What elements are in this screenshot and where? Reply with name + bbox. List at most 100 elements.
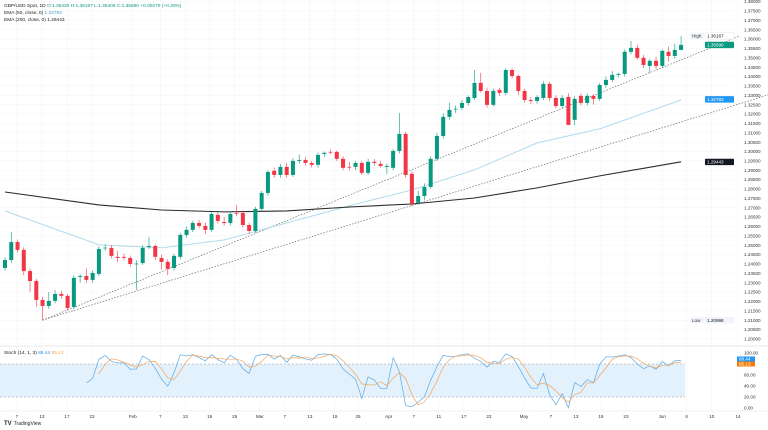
candle-up [441, 113, 446, 139]
chart-legend: GBP/USD Spot, 1D O:1.35420 H:1.36167 L:1… [4, 3, 181, 24]
price-tick-label: 1.30000 [744, 149, 761, 154]
time-tick-label: 23 [486, 414, 492, 419]
candle-up [140, 245, 145, 265]
candle-body [265, 171, 270, 193]
candle-up [9, 231, 14, 264]
candle-down [334, 150, 339, 161]
candle-down [635, 44, 640, 60]
stoch-d-line [98, 354, 682, 406]
close-price-badge-bg [705, 41, 734, 49]
candle-body [53, 293, 58, 301]
ema200-price-badge: 1.29443 [707, 160, 724, 165]
candle-down [378, 160, 383, 168]
time-tick-label: 19 [207, 414, 213, 419]
price-tick-label: 1.22000 [744, 299, 761, 304]
candle-body [103, 247, 108, 249]
candle-down [284, 162, 289, 178]
price-tick-label: 1.35500 [744, 46, 761, 51]
candle-body [172, 255, 177, 268]
candle-down [341, 156, 346, 171]
legend-ema50-row[interactable]: EMA (50, close, 0) 1.32783 [4, 10, 181, 17]
candle-up [178, 233, 183, 260]
candle-body [222, 221, 227, 223]
stoch-d-badge: 85.13 [739, 362, 751, 367]
close-price-badge: 1.35690 [707, 42, 724, 47]
candle-body [253, 208, 258, 231]
legend-symbol-row[interactable]: GBP/USD Spot, 1D O:1.35420 H:1.36167 L:1… [4, 3, 181, 10]
candle-body [153, 245, 158, 257]
time-tick-label: 14 [735, 414, 741, 419]
candle-down [215, 212, 220, 224]
candle-body [635, 47, 640, 58]
candle-body [603, 79, 608, 85]
candle-up [316, 152, 320, 168]
price-axis[interactable]: 1.38000 1.37500 1.37000 1.36500 1.36000 1.355… [744, 0, 761, 411]
candle-body [165, 261, 170, 269]
candle-up [265, 170, 270, 196]
candle-down [222, 217, 227, 226]
price-tick-label: 1.25500 [744, 233, 761, 238]
time-tick-label: 25 [356, 414, 362, 419]
time-tick-label: 13 [39, 414, 45, 419]
stoch-legend[interactable]: Stoch (14, 1, 3) 88.44 85.13 [4, 351, 64, 356]
legend-ema200-row[interactable]: EMA (200, close, 0) 1.29443 [4, 17, 181, 24]
candle-up [71, 275, 76, 309]
candle-body [109, 247, 114, 256]
candle-down [666, 46, 671, 62]
candle-body [278, 166, 283, 175]
stoch-band-fill [0, 364, 685, 397]
low-price-label-tag: Low [692, 318, 701, 323]
candle-down [153, 244, 158, 261]
candle-body [453, 108, 458, 110]
candle-body [46, 300, 51, 306]
legend-ema200-value: 1.29443 [47, 18, 65, 23]
candle-down [84, 268, 89, 283]
tradingview-logo-text: TradingView [13, 421, 42, 427]
trendline[interactable] [42, 35, 741, 321]
candle-up [3, 257, 7, 271]
candle-down [240, 210, 245, 228]
price-tick-label: 1.33000 [744, 93, 761, 98]
candle-body [272, 170, 277, 175]
candle-down [109, 245, 114, 259]
candle-up [428, 156, 433, 189]
price-tick-label: 1.23000 [744, 280, 761, 285]
candle-up [434, 132, 439, 161]
candle-down [485, 87, 490, 108]
candle-body [434, 135, 439, 159]
time-tick-label: May [520, 414, 529, 419]
stoch-band [0, 363, 685, 398]
time-tick-label: 25 [232, 414, 238, 419]
time-axis[interactable]: 7 13 17 23 Feb 7 13 19 25 Mar 7 13 19 25 Apr 7 11 17 23 May… [16, 414, 741, 419]
candle-body [341, 158, 346, 168]
candle-up [629, 40, 633, 55]
price-tick-label: 1.29500 [744, 158, 761, 163]
candle-body [303, 159, 308, 163]
candle-down [478, 72, 483, 93]
candle-down [409, 171, 414, 206]
candle-down [272, 167, 277, 178]
candle-body [516, 75, 521, 91]
candle-down [516, 74, 521, 96]
time-tick-label: 23 [89, 414, 95, 419]
tradingview-logo[interactable]: TV TradingView [4, 421, 41, 427]
time-tick-label: Jun [659, 414, 667, 419]
time-tick-label: Apr [385, 414, 393, 419]
candle-up [353, 160, 358, 171]
candle-body [290, 160, 295, 175]
candle-body [660, 50, 665, 66]
ema50-price-badge-bg [705, 96, 734, 103]
candle-body [535, 96, 540, 101]
candle-body [347, 166, 352, 168]
trendline[interactable] [42, 94, 768, 321]
price-tick-label: 1.36500 [744, 27, 761, 32]
candle-down [641, 55, 646, 69]
candle-body [178, 234, 183, 257]
trendlines[interactable] [42, 35, 768, 321]
candle-up [660, 49, 665, 69]
time-tick-label: 7 [159, 414, 162, 419]
time-tick-label: 19 [598, 414, 604, 419]
candle-up [603, 76, 608, 88]
candle-up [422, 183, 427, 201]
candle-down [159, 254, 164, 270]
